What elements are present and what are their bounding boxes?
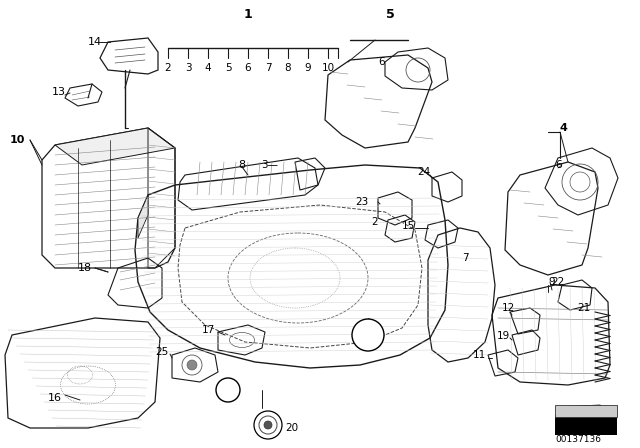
Text: 20: 20 [285,423,298,433]
Text: 10: 10 [321,63,335,73]
Text: 23: 23 [355,197,368,207]
Text: 24: 24 [417,167,430,177]
Text: 00137136: 00137136 [555,435,601,444]
Text: 25: 25 [155,347,168,357]
Text: 2: 2 [164,63,172,73]
Text: 14: 14 [88,37,102,47]
Text: 7: 7 [265,63,271,73]
Text: 13: 13 [52,87,66,97]
Circle shape [216,378,240,402]
Text: 15: 15 [402,221,415,231]
Circle shape [264,421,272,429]
Text: 12: 12 [502,303,515,313]
Bar [555,405,617,417]
Text: 8: 8 [285,63,291,73]
Polygon shape [55,128,175,165]
Text: 1: 1 [244,9,252,22]
Text: 22: 22 [551,277,564,287]
Text: 9: 9 [548,277,555,287]
Text: 9: 9 [305,63,311,73]
Text: 18: 18 [78,263,92,273]
Text: 11: 11 [473,350,486,360]
Text: 6: 6 [244,63,252,73]
Text: 19: 19 [497,331,510,341]
Circle shape [352,319,384,351]
Text: 3—: 3— [261,160,278,170]
Polygon shape [138,195,148,238]
Text: 21: 21 [221,385,236,395]
Text: 4: 4 [205,63,211,73]
Bar [555,415,617,435]
Text: 5: 5 [225,63,231,73]
Text: 22: 22 [361,330,375,340]
Text: 4: 4 [560,123,568,133]
Text: 8: 8 [238,160,245,170]
Circle shape [187,360,197,370]
Text: 10: 10 [10,135,26,145]
Text: 3: 3 [185,63,191,73]
Text: 7: 7 [462,253,468,263]
Text: 2: 2 [371,217,378,227]
Text: 5: 5 [386,9,394,22]
Polygon shape [558,405,608,413]
Text: 17: 17 [202,325,215,335]
Text: 16: 16 [48,393,62,403]
Text: 6: 6 [556,160,562,170]
Text: 6: 6 [378,57,385,67]
Text: 21: 21 [577,303,590,313]
